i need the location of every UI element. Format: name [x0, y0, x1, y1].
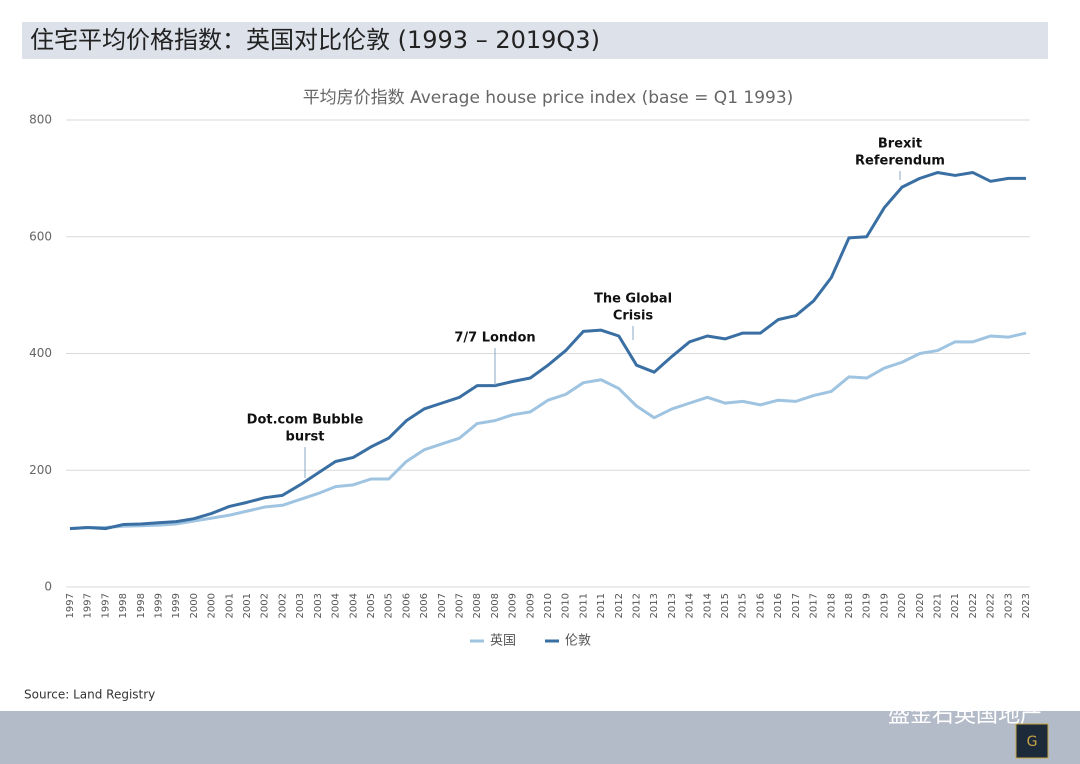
annotation: Brexit [878, 137, 922, 152]
x-tick-label: 2018 [844, 593, 855, 618]
x-tick-label: 2014 [702, 593, 713, 618]
series-line [69, 171, 1026, 531]
annotation: Referendum [855, 154, 945, 169]
footer-band [0, 711, 1080, 764]
x-tick-label: 2004 [348, 593, 359, 618]
chart-title: 平均房价指数 Average house price index (base =… [303, 88, 794, 108]
x-tick-label: 2000 [207, 593, 218, 618]
x-tick-label: 1997 [100, 593, 111, 618]
source: Source: Land Registry [24, 688, 155, 702]
x-tick-label: 2008 [490, 593, 501, 618]
x-tick-label: 2015 [738, 593, 749, 618]
x-tick-label: 2006 [419, 593, 430, 618]
x-tick-label: 2001 [224, 593, 235, 618]
x-tick-label: 2021 [950, 593, 961, 618]
x-tick-label: 2010 [543, 593, 554, 618]
y-tick-label: 600 [29, 229, 52, 243]
x-tick-label: 2005 [366, 593, 377, 618]
x-tick-label: 2016 [755, 593, 766, 618]
logo-mark: G [1027, 734, 1038, 750]
x-tick-label: 1998 [118, 593, 129, 618]
series-line [69, 331, 1027, 531]
x-tick-label: 2023 [1021, 593, 1032, 618]
x-tick-label: 2015 [720, 593, 731, 618]
x-tick-label: 2000 [189, 593, 200, 618]
x-tick-label: 1999 [154, 593, 165, 618]
x-tick-label: 2017 [791, 593, 802, 618]
logo [1015, 723, 1049, 759]
x-tick-label: 2005 [384, 593, 395, 618]
header-title: 住宅平均价格指数：英国对比伦敦 (1993 – 2019Q3) [30, 26, 600, 54]
x-tick-label: 2008 [472, 593, 483, 618]
x-tick-label: 2022 [968, 593, 979, 618]
x-tick-label: 2003 [313, 593, 324, 618]
y-tick-label: 400 [29, 346, 52, 360]
y-tick-label: 200 [29, 463, 52, 477]
x-tick-label: 2006 [401, 593, 412, 618]
x-tick-label: 2001 [242, 593, 253, 618]
x-tick-label: 2019 [862, 593, 873, 618]
x-tick-label: 2020 [897, 593, 908, 618]
x-tick-label: 1998 [136, 593, 147, 618]
x-tick-label: 2004 [331, 593, 342, 618]
x-tick-label: 2013 [649, 593, 660, 618]
x-tick-label: 2012 [614, 593, 625, 618]
x-tick-label: 2021 [932, 593, 943, 618]
x-tick-label: 2011 [596, 593, 607, 618]
x-tick-label: 1997 [83, 593, 94, 618]
x-tick-label: 2009 [525, 593, 536, 618]
x-tick-label: 2020 [915, 593, 926, 618]
x-tick-label: 2010 [561, 593, 572, 618]
x-tick-label: 2018 [826, 593, 837, 618]
x-tick-label: 2017 [809, 593, 820, 618]
x-tick-label: 2002 [277, 593, 288, 618]
y-tick-label: 800 [29, 113, 52, 127]
annotation: Dot.com Bubble [247, 413, 364, 428]
x-tick-label: 2003 [295, 593, 306, 618]
x-tick-label: 2007 [454, 593, 465, 618]
annotation: burst [286, 430, 325, 445]
x-tick-label: 2022 [986, 593, 997, 618]
x-tick-label: 1997 [65, 593, 76, 618]
x-tick-label: 2011 [578, 593, 589, 618]
x-tick-label: 2012 [632, 593, 643, 618]
annotation: Crisis [613, 309, 654, 324]
y-tick-label: 0 [44, 580, 52, 594]
legend-label: 伦敦 [565, 633, 591, 649]
annotation: The Global [594, 292, 672, 307]
x-tick-label: 2016 [773, 593, 784, 618]
header-bar [22, 22, 1048, 59]
x-tick-label: 2002 [260, 593, 271, 618]
x-tick-label: 2019 [879, 593, 890, 618]
x-tick-label: 2014 [685, 593, 696, 618]
annotation: 7/7 London [454, 331, 535, 346]
x-tick-label: 2023 [1003, 593, 1014, 618]
x-tick-label: 2013 [667, 593, 678, 618]
x-tick-label: 2007 [437, 593, 448, 618]
x-tick-label: 2009 [508, 593, 519, 618]
legend-label: 英国 [490, 634, 516, 649]
x-tick-label: 1999 [171, 593, 182, 618]
